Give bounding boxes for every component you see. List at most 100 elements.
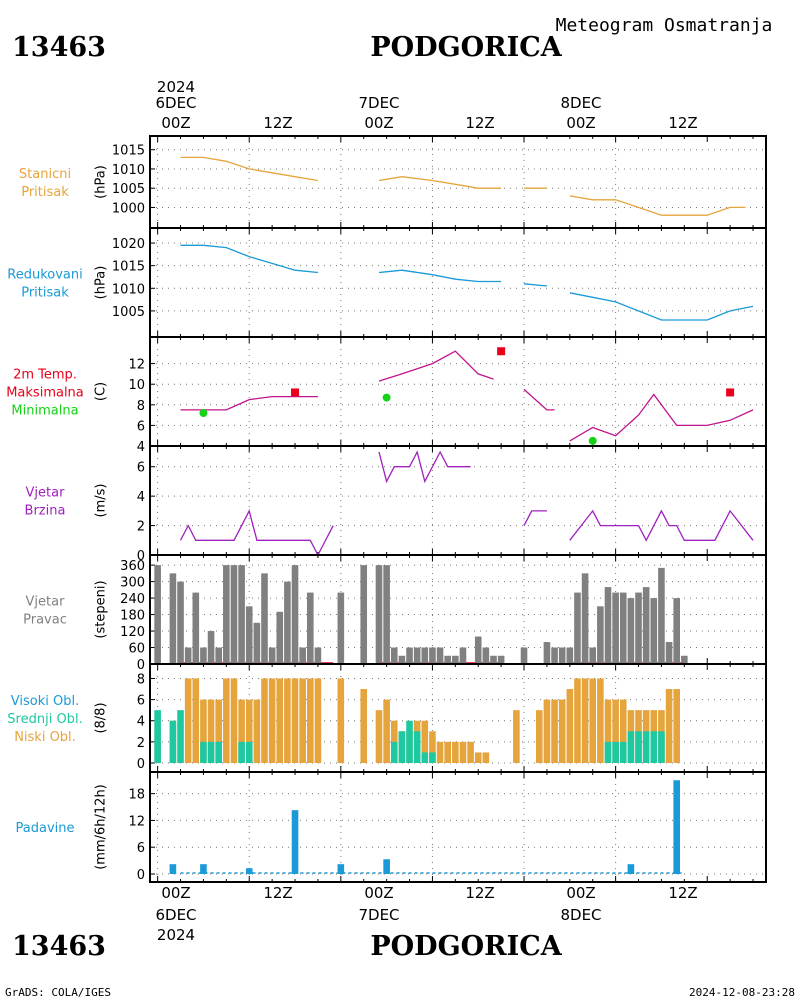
product-title: Meteogram Osmatranja bbox=[556, 15, 773, 36]
y-tick-label: 300 bbox=[120, 576, 145, 591]
wind-direction-bar bbox=[261, 573, 268, 664]
y-tick-label: 12 bbox=[128, 814, 145, 829]
wind-direction-bar bbox=[314, 647, 322, 664]
station-name-bottom: PODGORICA bbox=[370, 931, 562, 962]
panel-label: Vjetar bbox=[26, 486, 66, 501]
cloud-bar bbox=[314, 678, 322, 763]
y-tick-label: 2 bbox=[137, 520, 145, 535]
y-tick-label: 240 bbox=[120, 592, 145, 607]
wind-direction-bar bbox=[619, 592, 627, 664]
cloud-bar bbox=[429, 752, 436, 763]
y-tick-label: 6 bbox=[137, 694, 145, 709]
cloud-bar bbox=[535, 710, 543, 763]
panel-label: Visoki Obl. bbox=[11, 694, 79, 709]
top-tick-label-3: 00Z bbox=[364, 114, 393, 132]
wind-direction-bar bbox=[306, 592, 314, 664]
footer-credit: GrADS: COLA/IGES bbox=[5, 986, 111, 999]
wind-direction-bar bbox=[299, 647, 306, 664]
wind-direction-bar bbox=[192, 592, 200, 664]
cloud-bar bbox=[597, 678, 604, 763]
cloud-bar bbox=[604, 741, 612, 763]
wind-direction-bar bbox=[665, 642, 673, 664]
wind-direction-bar bbox=[268, 647, 276, 664]
top-tick-label-1: 00Z bbox=[161, 114, 190, 132]
cloud-bar bbox=[566, 689, 574, 763]
cloud-bar bbox=[665, 689, 673, 763]
bottom-tick-label-6: 12Z bbox=[668, 884, 697, 902]
panel-3: 4 6 8 10 12 (C) 2m Temp. Maksimalna Minimalna bbox=[6, 336, 767, 455]
wind-direction-bar bbox=[375, 565, 383, 664]
series-line bbox=[569, 393, 754, 442]
series-line bbox=[569, 292, 754, 321]
precip-bar bbox=[200, 864, 207, 874]
wind-direction-bar bbox=[566, 647, 574, 664]
wind-direction-bar bbox=[558, 647, 566, 664]
cloud-bar bbox=[474, 752, 482, 763]
wind-direction-bar bbox=[230, 565, 238, 664]
wind-direction-bar bbox=[337, 592, 345, 664]
wind-direction-bar bbox=[474, 636, 482, 664]
series-line bbox=[569, 509, 754, 542]
cloud-bar bbox=[612, 741, 619, 763]
wind-direction-bar bbox=[383, 565, 390, 664]
cloud-bar bbox=[375, 710, 383, 763]
y-tick-label: 0 bbox=[137, 658, 145, 673]
panel-frame bbox=[149, 771, 767, 883]
panel-label: Stanicni bbox=[19, 167, 71, 182]
y-tick-label: 1000 bbox=[112, 201, 145, 216]
wind-direction-bar bbox=[627, 598, 635, 664]
y-tick-label: 1015 bbox=[112, 260, 145, 275]
series-line bbox=[378, 269, 502, 283]
cloud-bar bbox=[245, 699, 253, 763]
panel-label: Minimalna bbox=[11, 404, 78, 419]
y-tick-label: 1010 bbox=[112, 282, 145, 297]
wind-direction-bar bbox=[413, 647, 421, 664]
cloud-bar bbox=[635, 731, 642, 763]
cloud-bar bbox=[543, 699, 551, 763]
cloud-bar bbox=[261, 678, 268, 763]
y-tick-label: 180 bbox=[120, 609, 145, 624]
top-day-label-1: 6DEC bbox=[155, 94, 196, 112]
wind-direction-bar bbox=[444, 655, 451, 664]
cloud-bar bbox=[238, 741, 245, 763]
wind-direction-bar bbox=[581, 573, 589, 664]
cloud-bar bbox=[642, 731, 650, 763]
y-tick-label: 120 bbox=[120, 625, 145, 640]
cloud-bar bbox=[383, 699, 390, 763]
cloud-bar bbox=[177, 710, 184, 763]
cloud-bar bbox=[406, 720, 413, 763]
panel-frame bbox=[149, 135, 767, 229]
max-temp-marker bbox=[291, 388, 300, 397]
wind-direction-bar bbox=[673, 598, 680, 664]
panel-7: 0 6 12 18 (mm/6h/12h) Padavine bbox=[16, 771, 767, 883]
cloud-bar bbox=[306, 678, 314, 763]
top-year-label: 2024 bbox=[157, 78, 195, 96]
wind-direction-bar bbox=[429, 647, 436, 664]
wind-direction-bar bbox=[650, 598, 658, 664]
cloud-bar bbox=[398, 731, 406, 763]
wind-direction-bar bbox=[482, 647, 490, 664]
cloud-bar bbox=[360, 689, 368, 763]
y-tick-label: 8 bbox=[137, 399, 145, 414]
y-tick-label: 4 bbox=[137, 490, 145, 505]
cloud-bar bbox=[390, 741, 398, 763]
y-tick-label: 1015 bbox=[112, 144, 145, 159]
min-temp-marker bbox=[199, 409, 208, 418]
bottom-tick-label-4: 12Z bbox=[465, 884, 494, 902]
wind-direction-bar bbox=[497, 655, 505, 664]
y-axis-label: (mm/6h/12h) bbox=[94, 784, 109, 870]
max-temp-marker bbox=[726, 388, 735, 397]
wind-direction-bar bbox=[642, 587, 650, 664]
wind-direction-bar bbox=[597, 606, 604, 664]
cloud-bar bbox=[169, 720, 177, 763]
cloud-bar bbox=[421, 752, 429, 763]
top-tick-label-2: 12Z bbox=[263, 114, 292, 132]
wind-direction-bar bbox=[551, 647, 558, 664]
cloud-bar bbox=[604, 699, 612, 763]
wind-direction-bar bbox=[459, 647, 467, 664]
wind-direction-bar bbox=[253, 622, 261, 664]
wind-direction-bar bbox=[490, 655, 497, 664]
cloud-bar bbox=[184, 678, 192, 763]
y-tick-label: 60 bbox=[128, 642, 145, 657]
